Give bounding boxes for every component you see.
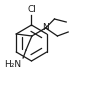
- Text: N: N: [42, 23, 49, 33]
- Text: Cl: Cl: [27, 5, 36, 14]
- Text: H₂N: H₂N: [4, 60, 21, 69]
